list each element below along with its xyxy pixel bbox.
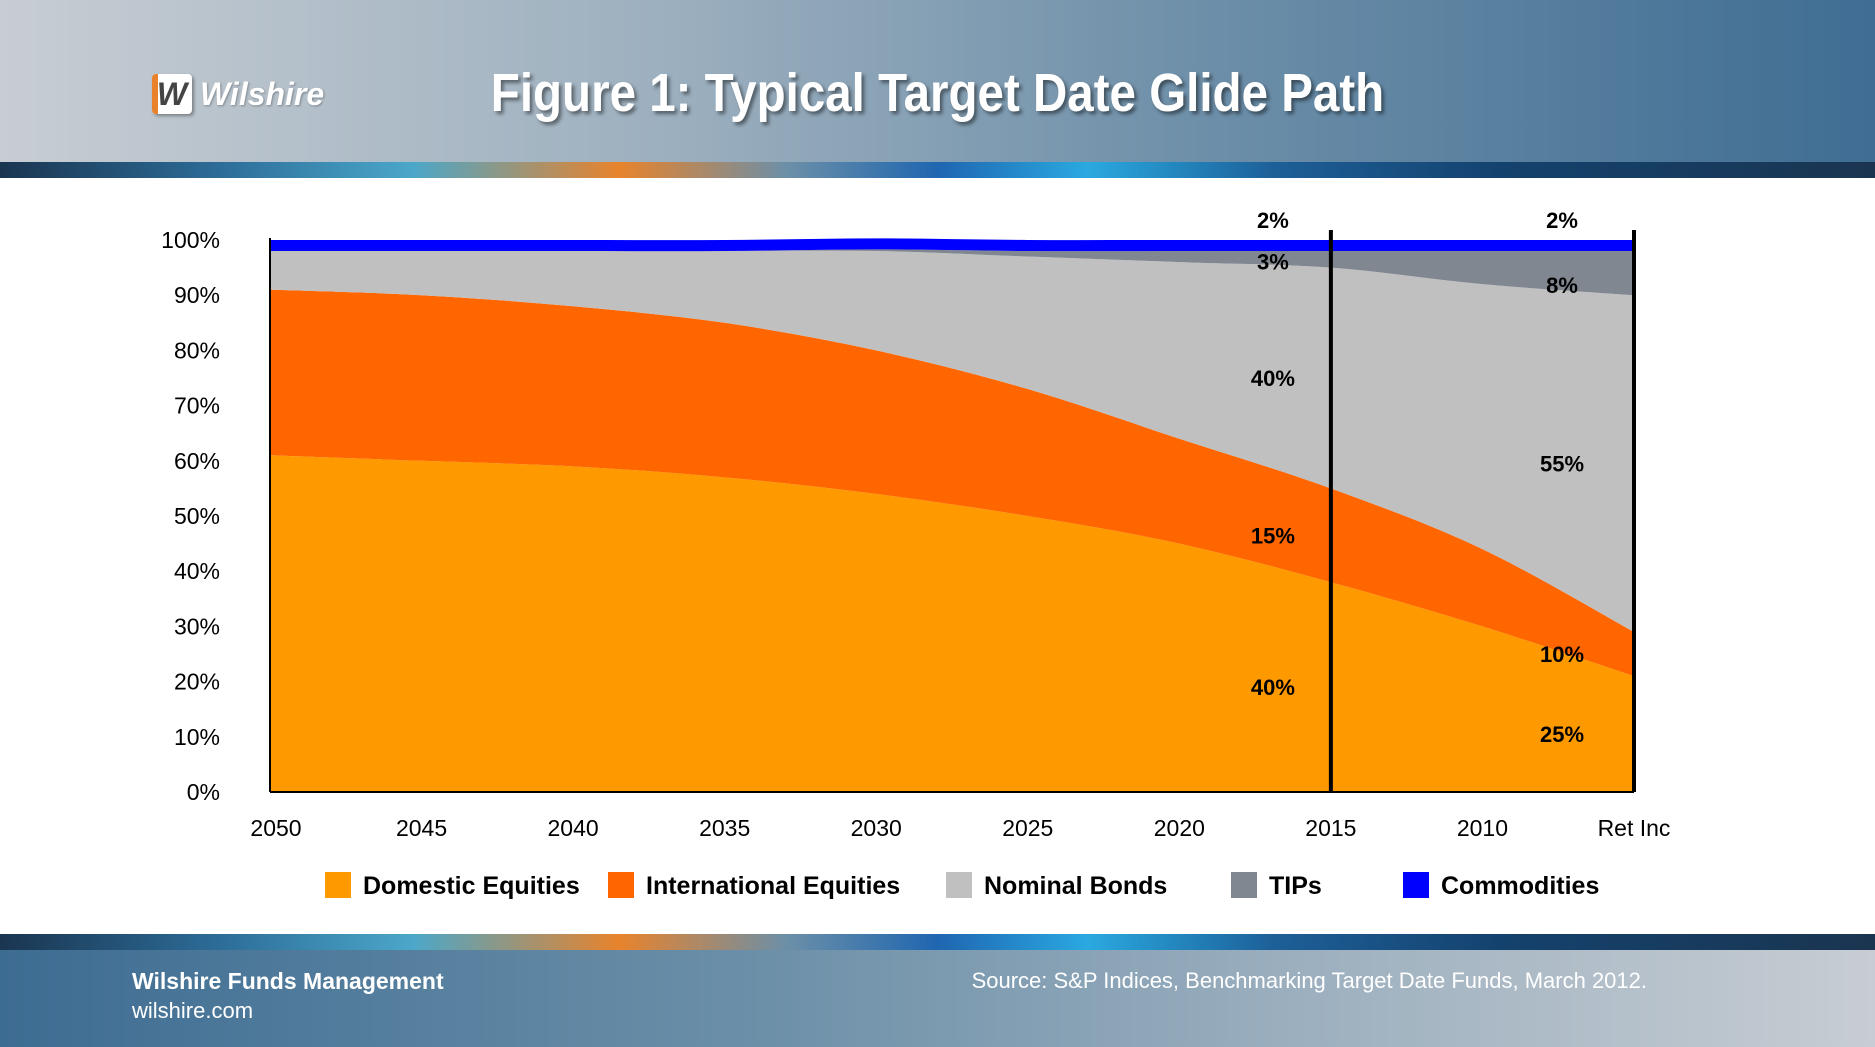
header-stripe <box>0 162 1875 178</box>
data-label: 8% <box>1546 273 1578 298</box>
area-domestic-equities <box>270 455 1634 792</box>
legend-label-commodities: Commodities <box>1441 872 1599 900</box>
data-label: 25% <box>1540 722 1584 747</box>
logo-text: Wilshire <box>200 75 325 112</box>
area-commodities <box>270 238 1634 252</box>
footer-company: Wilshire Funds Management <box>132 968 444 994</box>
x-tick-label: 2040 <box>548 815 599 841</box>
data-label: 2% <box>1257 208 1289 233</box>
footer-stripe <box>0 934 1875 950</box>
legend-label-tips: TIPs <box>1269 872 1322 900</box>
x-tick-label: 2035 <box>699 815 750 841</box>
x-tick-label: 2030 <box>851 815 902 841</box>
x-tick-label: 2050 <box>250 815 301 841</box>
y-tick-label: 60% <box>174 448 220 474</box>
y-tick-label: 80% <box>174 337 220 363</box>
x-tick-label: 2025 <box>1002 815 1053 841</box>
y-tick-label: 20% <box>174 669 220 695</box>
data-label: 55% <box>1540 452 1584 477</box>
x-tick-label: 2045 <box>396 815 447 841</box>
y-tick-label: 10% <box>174 724 220 750</box>
y-tick-label: 40% <box>174 558 220 584</box>
area-international-equities <box>270 289 1634 677</box>
x-tick-label: 2020 <box>1154 815 1205 841</box>
footer-url: wilshire.com <box>132 998 254 1023</box>
page-title: Figure 1: Typical Target Date Glide Path <box>490 63 1385 123</box>
legend-swatch-domestic-equities <box>325 872 351 898</box>
area-tips <box>270 249 1634 296</box>
y-tick-label: 90% <box>174 282 220 308</box>
x-tick-label: Ret Inc <box>1598 815 1671 841</box>
data-label: 2% <box>1546 208 1578 233</box>
legend-swatch-commodities <box>1403 872 1429 898</box>
x-tick-label: 2010 <box>1457 815 1508 841</box>
area-nominal-bonds <box>270 250 1634 632</box>
legend-label-international-equities: International Equities <box>646 872 900 900</box>
data-label: 15% <box>1251 523 1295 548</box>
y-tick-label: 30% <box>174 613 220 639</box>
data-label: 40% <box>1251 675 1295 700</box>
footer-banner <box>0 950 1875 1047</box>
y-tick-label: 100% <box>161 227 220 253</box>
data-label: 10% <box>1540 642 1584 667</box>
data-label: 40% <box>1251 366 1295 391</box>
y-tick-label: 50% <box>174 503 220 529</box>
footer-source: Source: S&P Indices, Benchmarking Target… <box>971 968 1647 993</box>
wilshire-logo: W Wilshire <box>152 74 324 114</box>
x-tick-label: 2015 <box>1305 815 1356 841</box>
legend-label-domestic-equities: Domestic Equities <box>363 872 580 900</box>
data-label: 3% <box>1257 250 1289 275</box>
y-tick-label: 0% <box>187 779 220 805</box>
y-tick-label: 70% <box>174 393 220 419</box>
legend-swatch-nominal-bonds <box>946 872 972 898</box>
legend-label-nominal-bonds: Nominal Bonds <box>984 872 1167 900</box>
header-banner <box>0 0 1875 162</box>
wilshire-logo-icon: W <box>152 74 192 114</box>
legend-swatch-tips <box>1231 872 1257 898</box>
legend-swatch-international-equities <box>608 872 634 898</box>
